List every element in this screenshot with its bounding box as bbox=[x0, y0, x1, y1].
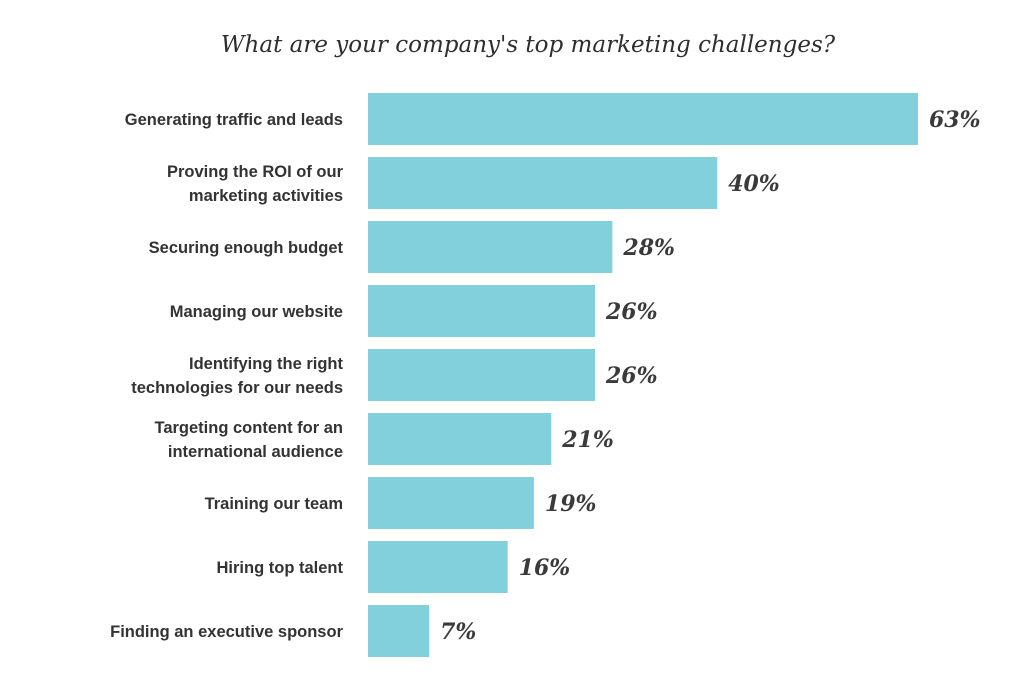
bar bbox=[368, 157, 718, 209]
category-label: technologies for our needs bbox=[131, 379, 343, 397]
value-label: 40% bbox=[728, 171, 780, 197]
bar bbox=[368, 349, 595, 401]
category-label: Securing enough budget bbox=[149, 239, 344, 257]
bar bbox=[368, 541, 508, 593]
category-label: Proving the ROI of our bbox=[167, 163, 344, 181]
bar bbox=[368, 221, 613, 273]
value-label: 21% bbox=[561, 427, 614, 453]
bar bbox=[368, 605, 430, 657]
value-label: 26% bbox=[605, 299, 658, 325]
bars-layer bbox=[368, 93, 918, 657]
category-label: Managing our website bbox=[170, 303, 343, 321]
category-label: Generating traffic and leads bbox=[125, 111, 343, 129]
category-label: marketing activities bbox=[189, 187, 343, 205]
bar bbox=[368, 93, 918, 145]
value-label: 63% bbox=[929, 107, 981, 133]
value-label: 7% bbox=[440, 619, 476, 645]
value-label: 28% bbox=[622, 235, 675, 261]
value-label: 19% bbox=[545, 491, 597, 517]
category-label: Finding an executive sponsor bbox=[110, 623, 343, 641]
bar bbox=[368, 413, 552, 465]
chart-title: What are your company's top marketing ch… bbox=[221, 32, 836, 58]
category-label: Training our team bbox=[205, 495, 343, 513]
value-label: 16% bbox=[519, 555, 571, 581]
category-label: Identifying the right bbox=[189, 355, 343, 373]
category-label: Targeting content for an bbox=[154, 419, 343, 437]
value-labels: 63% 40% 28% 26% 26% 21% 19% 16% 7% bbox=[440, 107, 981, 645]
bar bbox=[368, 285, 595, 337]
category-label: Hiring top talent bbox=[217, 559, 344, 577]
category-label: international audience bbox=[168, 443, 343, 461]
value-label: 26% bbox=[605, 363, 658, 389]
category-labels: Generating traffic and leads Proving the … bbox=[110, 111, 343, 641]
bar bbox=[368, 477, 534, 529]
